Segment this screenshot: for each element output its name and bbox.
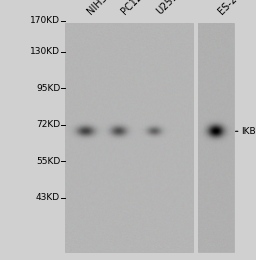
Text: 95KD: 95KD [36,84,60,93]
Text: 43KD: 43KD [36,193,60,202]
Text: 72KD: 72KD [36,120,60,129]
Text: U251: U251 [155,0,180,17]
Text: 55KD: 55KD [36,157,60,166]
Text: 170KD: 170KD [30,16,60,25]
Text: 130KD: 130KD [30,48,60,56]
Text: PC12: PC12 [119,0,144,17]
Bar [198,23,234,252]
Text: ES-2: ES-2 [216,0,239,17]
Text: IKBKB: IKBKB [241,127,256,136]
Bar [65,23,193,252]
Text: NIH3T3: NIH3T3 [86,0,118,17]
